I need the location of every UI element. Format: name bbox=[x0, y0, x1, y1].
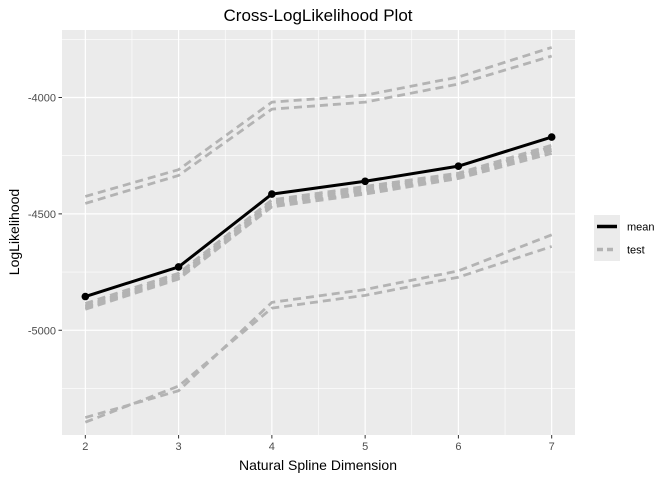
y-tick-label: -5000 bbox=[28, 325, 56, 337]
mean-data-point bbox=[174, 263, 183, 271]
test-series-line bbox=[84, 54, 553, 205]
test-series-line bbox=[84, 152, 553, 311]
legend-label-test: test bbox=[627, 245, 645, 257]
test-series-line bbox=[84, 245, 553, 424]
test-series-line bbox=[84, 145, 553, 309]
y-tick-label: -4500 bbox=[28, 209, 56, 221]
test-series-line bbox=[84, 233, 553, 419]
x-tick-label: 2 bbox=[82, 441, 88, 453]
test-series-line bbox=[84, 143, 553, 305]
x-tick-label: 5 bbox=[362, 441, 368, 453]
mean-data-point bbox=[81, 292, 90, 301]
y-tick-label: -4000 bbox=[28, 93, 56, 105]
y-axis-title: LogLikelihood bbox=[6, 189, 22, 275]
mean-data-point bbox=[547, 133, 556, 141]
y-axis-ticks: -5000 -4500 -4000 bbox=[28, 93, 62, 337]
mean-data-point bbox=[361, 177, 369, 186]
x-axis-ticks: 2 3 4 5 6 7 bbox=[82, 435, 555, 453]
x-tick-label: 7 bbox=[549, 441, 555, 453]
mean-data-point bbox=[268, 190, 276, 198]
mean-data-point bbox=[454, 162, 463, 170]
x-tick-label: 6 bbox=[455, 441, 461, 453]
legend: mean test bbox=[594, 215, 655, 261]
series-lines bbox=[84, 46, 553, 424]
x-tick-label: 4 bbox=[269, 441, 275, 453]
series-points bbox=[81, 133, 556, 301]
x-axis-title: Natural Spline Dimension bbox=[239, 457, 397, 473]
mean-series-line bbox=[84, 135, 553, 298]
x-tick-label: 3 bbox=[176, 441, 182, 453]
chart-title: Cross-LogLikelihood Plot bbox=[224, 6, 413, 25]
grid-lines bbox=[62, 30, 575, 435]
test-series-line bbox=[84, 46, 553, 198]
legend-label-mean: mean bbox=[627, 222, 655, 234]
